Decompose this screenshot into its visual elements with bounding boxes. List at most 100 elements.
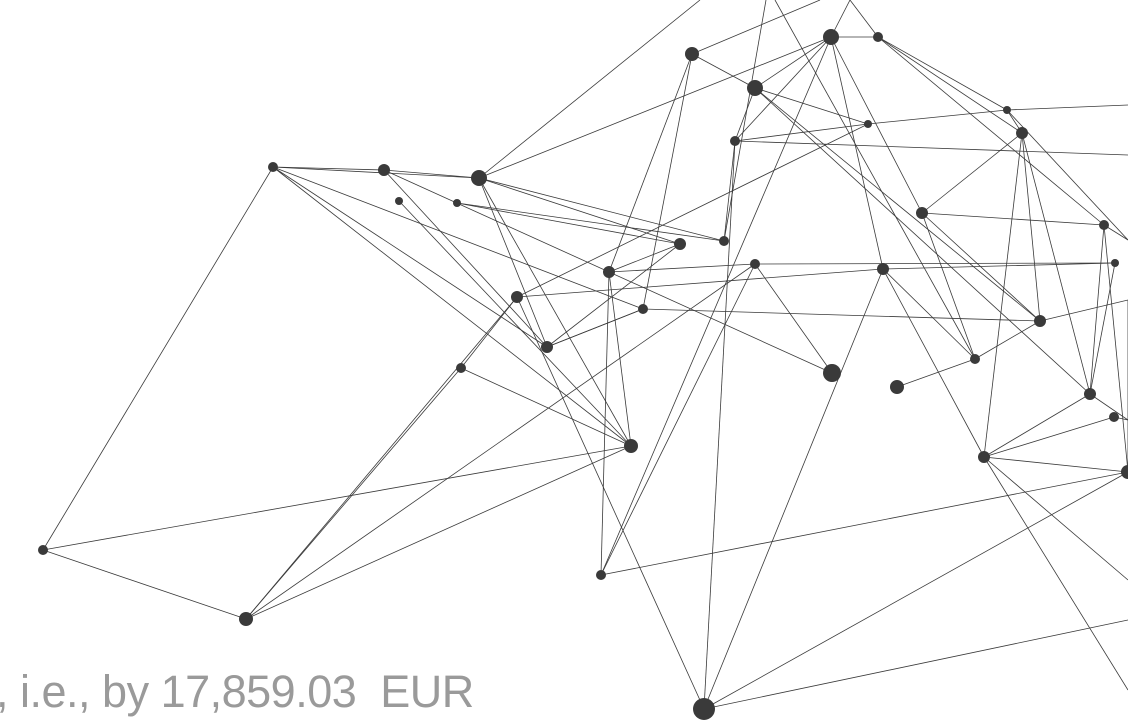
network-edge	[704, 269, 883, 709]
network-edge	[883, 269, 975, 359]
network-edge	[984, 394, 1090, 457]
network-node	[378, 164, 390, 176]
network-node	[823, 29, 839, 45]
network-edge	[601, 472, 1128, 575]
network-edge	[517, 269, 883, 297]
network-node	[685, 47, 699, 61]
network-edge	[273, 167, 479, 178]
network-node	[268, 162, 278, 172]
network-edge	[922, 213, 1040, 321]
network-edge	[399, 201, 631, 446]
network-edge	[735, 88, 755, 141]
network-edge	[273, 167, 384, 170]
network-graphic	[0, 0, 1128, 728]
network-edge	[1040, 300, 1128, 321]
network-node	[603, 266, 615, 278]
network-edge	[755, 263, 1115, 264]
network-edge	[246, 446, 631, 619]
network-edge	[479, 37, 831, 178]
network-edge	[1090, 394, 1128, 420]
network-node	[541, 341, 553, 353]
network-edge	[984, 457, 1128, 690]
network-edge	[609, 264, 755, 272]
network-node	[511, 291, 523, 303]
network-edge	[43, 550, 246, 619]
network-edge	[724, 0, 766, 241]
network-node	[674, 238, 686, 250]
page: , i.e., by 17,859.03 EUR (() => { const …	[0, 0, 1128, 728]
network-node	[719, 236, 729, 246]
network-node	[890, 380, 904, 394]
network-node	[38, 545, 48, 555]
network-edge	[755, 88, 1090, 394]
network-edge	[883, 269, 984, 457]
network-node	[638, 304, 648, 314]
network-edge	[704, 472, 1128, 709]
network-edge	[984, 457, 1128, 580]
network-node	[624, 439, 638, 453]
network-edge	[517, 297, 704, 709]
network-node	[456, 363, 466, 373]
network-edge	[704, 141, 735, 709]
network-node	[970, 354, 980, 364]
network-edge	[43, 167, 273, 550]
network-node	[823, 364, 841, 382]
network-edge	[547, 309, 643, 347]
network-edge	[517, 124, 868, 297]
network-edge	[457, 203, 680, 244]
network-edge	[922, 213, 1104, 225]
network-edge	[1090, 225, 1104, 394]
network-edge	[878, 37, 1007, 110]
network-edge	[878, 37, 1022, 133]
network-edge	[755, 88, 1040, 321]
network-node	[877, 263, 889, 275]
network-node	[395, 197, 403, 205]
network-node	[1016, 127, 1028, 139]
network-node	[1111, 259, 1119, 267]
network-edge	[755, 88, 868, 124]
network-node	[471, 170, 487, 186]
network-edge	[479, 0, 700, 178]
network-edge	[246, 264, 755, 619]
network-edge	[1022, 133, 1040, 321]
network-node	[1121, 465, 1128, 479]
network-edge	[273, 167, 547, 347]
network-edge	[643, 309, 1040, 321]
network-node	[1003, 106, 1011, 114]
network-edge	[704, 620, 1128, 709]
network-edge	[755, 264, 832, 373]
network-edge	[246, 368, 461, 619]
network-edge	[975, 321, 1040, 359]
network-node	[453, 199, 461, 207]
network-edge	[479, 178, 724, 241]
network-edge	[1007, 105, 1128, 110]
network-node	[1034, 315, 1046, 327]
network-edge	[643, 54, 692, 309]
network-edge	[984, 417, 1114, 457]
network-node	[1109, 412, 1119, 422]
network-edge	[831, 37, 883, 269]
network-node	[873, 32, 883, 42]
network-node	[730, 136, 740, 146]
network-edge	[609, 272, 631, 446]
network-edge	[878, 37, 1104, 225]
network-edge	[922, 133, 1022, 213]
network-node	[864, 120, 872, 128]
network-node	[239, 612, 253, 626]
network-edge	[384, 170, 547, 347]
network-node	[1099, 220, 1109, 230]
network-edge	[984, 457, 1128, 472]
network-node	[978, 451, 990, 463]
network-node	[747, 80, 763, 96]
network-edge	[601, 264, 755, 575]
network-node	[596, 570, 606, 580]
network-edge	[479, 178, 680, 244]
network-node	[916, 207, 928, 219]
network-edge	[273, 167, 643, 309]
network-edge	[724, 141, 735, 241]
network-node	[750, 259, 760, 269]
network-edge	[868, 110, 1007, 124]
network-edge	[922, 213, 975, 359]
network-edge	[897, 359, 975, 387]
network-edge	[850, 0, 878, 37]
